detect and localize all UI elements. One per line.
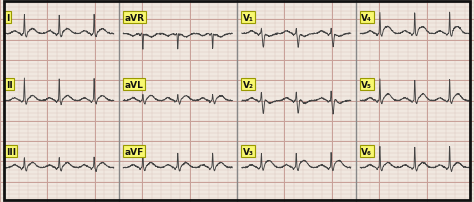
- Text: V₂: V₂: [243, 80, 254, 89]
- Text: V₅: V₅: [361, 80, 372, 89]
- Text: aVR: aVR: [124, 14, 144, 23]
- Text: aVF: aVF: [124, 147, 144, 156]
- Text: aVL: aVL: [124, 80, 143, 89]
- Text: V₁: V₁: [243, 14, 254, 23]
- Text: V₆: V₆: [361, 147, 372, 156]
- Text: III: III: [6, 147, 16, 156]
- Text: I: I: [6, 14, 9, 23]
- Text: II: II: [6, 80, 12, 89]
- Text: V₄: V₄: [361, 14, 372, 23]
- Text: V₃: V₃: [243, 147, 254, 156]
